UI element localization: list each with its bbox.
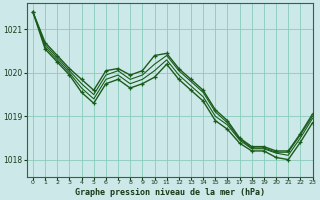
X-axis label: Graphe pression niveau de la mer (hPa): Graphe pression niveau de la mer (hPa) <box>75 188 265 197</box>
